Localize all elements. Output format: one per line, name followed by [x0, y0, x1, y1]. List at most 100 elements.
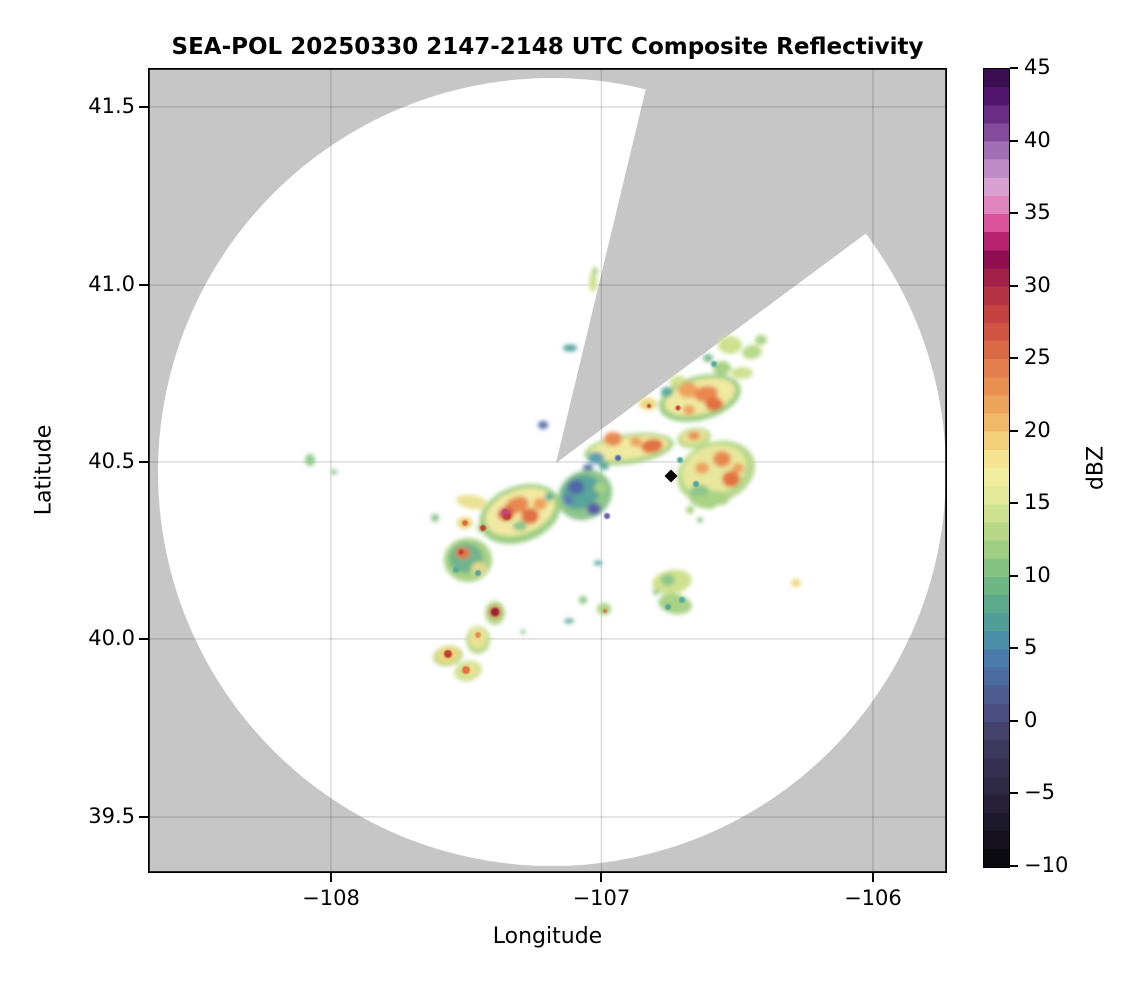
echo-blob: [444, 650, 452, 658]
echo-blob: [594, 560, 602, 566]
colorbar-tick-mark: [1010, 357, 1018, 360]
colorbar-tick-label: 20: [1024, 417, 1051, 442]
echo-blob: [647, 404, 651, 408]
echo-blob: [677, 457, 683, 463]
echo-blob: [675, 405, 681, 411]
echo-blob: [579, 596, 587, 604]
site-diamond-marker: [664, 469, 678, 483]
x-tick-mark: [600, 873, 603, 882]
colorbar-tick-label: 25: [1024, 345, 1051, 370]
echo-blob: [563, 495, 573, 505]
colorbar-tick-label: 30: [1024, 272, 1051, 297]
colorbar-tick-label: −5: [1024, 780, 1055, 805]
echo-blob: [513, 521, 527, 531]
colorbar-tick-mark: [1010, 67, 1018, 69]
echo-blob: [639, 398, 657, 410]
colorbar-tick-label: 0: [1024, 707, 1038, 732]
y-tick-mark: [139, 815, 148, 818]
echo-blob: [599, 462, 609, 470]
gridlines: [148, 68, 947, 873]
echo-blob: [732, 463, 744, 473]
colorbar-tick-label: 15: [1024, 490, 1051, 515]
colorbar-tick-mark: [1010, 502, 1018, 505]
echo-blob: [502, 509, 508, 515]
echo-blob: [665, 604, 671, 610]
echo-blob: [564, 618, 574, 624]
echo-blob: [604, 513, 610, 519]
reflectivity-echoes: [444, 361, 717, 674]
echo-blob: [703, 354, 713, 362]
y-tick-mark: [139, 105, 148, 108]
echo-blob: [563, 344, 577, 352]
echo-blob: [689, 495, 717, 509]
colorbar-tick-mark: [1010, 429, 1018, 432]
echo-blob: [686, 506, 694, 514]
echo-blob: [475, 570, 481, 576]
echo-blob: [615, 455, 621, 461]
chart-title: SEA-POL 20250330 2147-2148 UTC Composite…: [171, 34, 924, 60]
echo-blob: [661, 574, 675, 586]
x-axis-label: Longitude: [492, 924, 603, 949]
echo-blob: [678, 382, 698, 398]
colorbar-tick-mark: [1010, 212, 1018, 215]
y-tick-label: 39.5: [88, 803, 135, 828]
echo-blob: [713, 451, 731, 467]
colorbar-tick-mark: [1010, 865, 1018, 867]
echo-blob: [594, 483, 606, 493]
echo-blob: [480, 525, 486, 531]
colorbar-tick-label: 35: [1024, 200, 1051, 225]
colorbar-tick-mark: [1010, 139, 1018, 142]
echo-blob: [697, 517, 703, 523]
echo-blob: [589, 272, 597, 292]
echo-blob: [713, 361, 731, 375]
echo-blob: [722, 471, 740, 487]
colorbar-tick-mark: [1010, 574, 1018, 577]
echo-blob: [431, 514, 439, 522]
plot-canvas: [148, 68, 947, 873]
x-tick-label: −106: [844, 886, 902, 910]
colorbar-tick-label: 45: [1024, 55, 1051, 79]
echo-blob: [471, 562, 487, 576]
echo-blob: [331, 469, 337, 475]
echo-blob: [718, 336, 742, 354]
echo-blob: [603, 609, 607, 613]
echo-blob: [653, 589, 659, 595]
y-tick-label: 40.0: [88, 625, 135, 650]
y-axis-label: Latitude: [31, 424, 57, 516]
x-tick-label: −108: [302, 886, 360, 910]
echo-blob: [711, 361, 717, 367]
echo-blob: [669, 375, 685, 387]
echo-blob: [679, 597, 685, 603]
echo-blob: [755, 335, 767, 345]
echo-blob: [568, 480, 584, 494]
colorbar-tick-mark: [1010, 647, 1018, 650]
echo-blob: [705, 397, 723, 411]
colorbar: [983, 68, 1010, 868]
echo-blob: [475, 632, 481, 638]
y-tick-label: 40.5: [88, 448, 135, 473]
echo-blob: [731, 367, 753, 379]
echo-blob: [791, 579, 801, 587]
echo-blob: [693, 481, 699, 487]
echo-blob: [587, 503, 601, 515]
echo-blob: [583, 464, 593, 472]
echo-blob: [462, 520, 468, 526]
echo-blob: [641, 438, 663, 454]
colorbar-tick-mark: [1010, 719, 1018, 722]
echo-blob: [570, 511, 580, 519]
echo-blob: [545, 493, 553, 501]
y-tick-label: 41.0: [88, 272, 135, 297]
axes-border: [148, 68, 947, 873]
echo-blob: [520, 629, 526, 635]
x-tick-mark: [871, 873, 874, 882]
echo-blob: [453, 567, 459, 573]
echo-blob: [592, 267, 598, 275]
y-tick-mark: [139, 637, 148, 640]
echo-blob: [688, 432, 700, 440]
y-tick-mark: [139, 284, 148, 287]
x-tick-mark: [329, 873, 332, 882]
y-tick-label: 41.5: [88, 93, 135, 118]
echo-blob: [588, 452, 604, 464]
colorbar-tick-mark: [1010, 792, 1018, 795]
